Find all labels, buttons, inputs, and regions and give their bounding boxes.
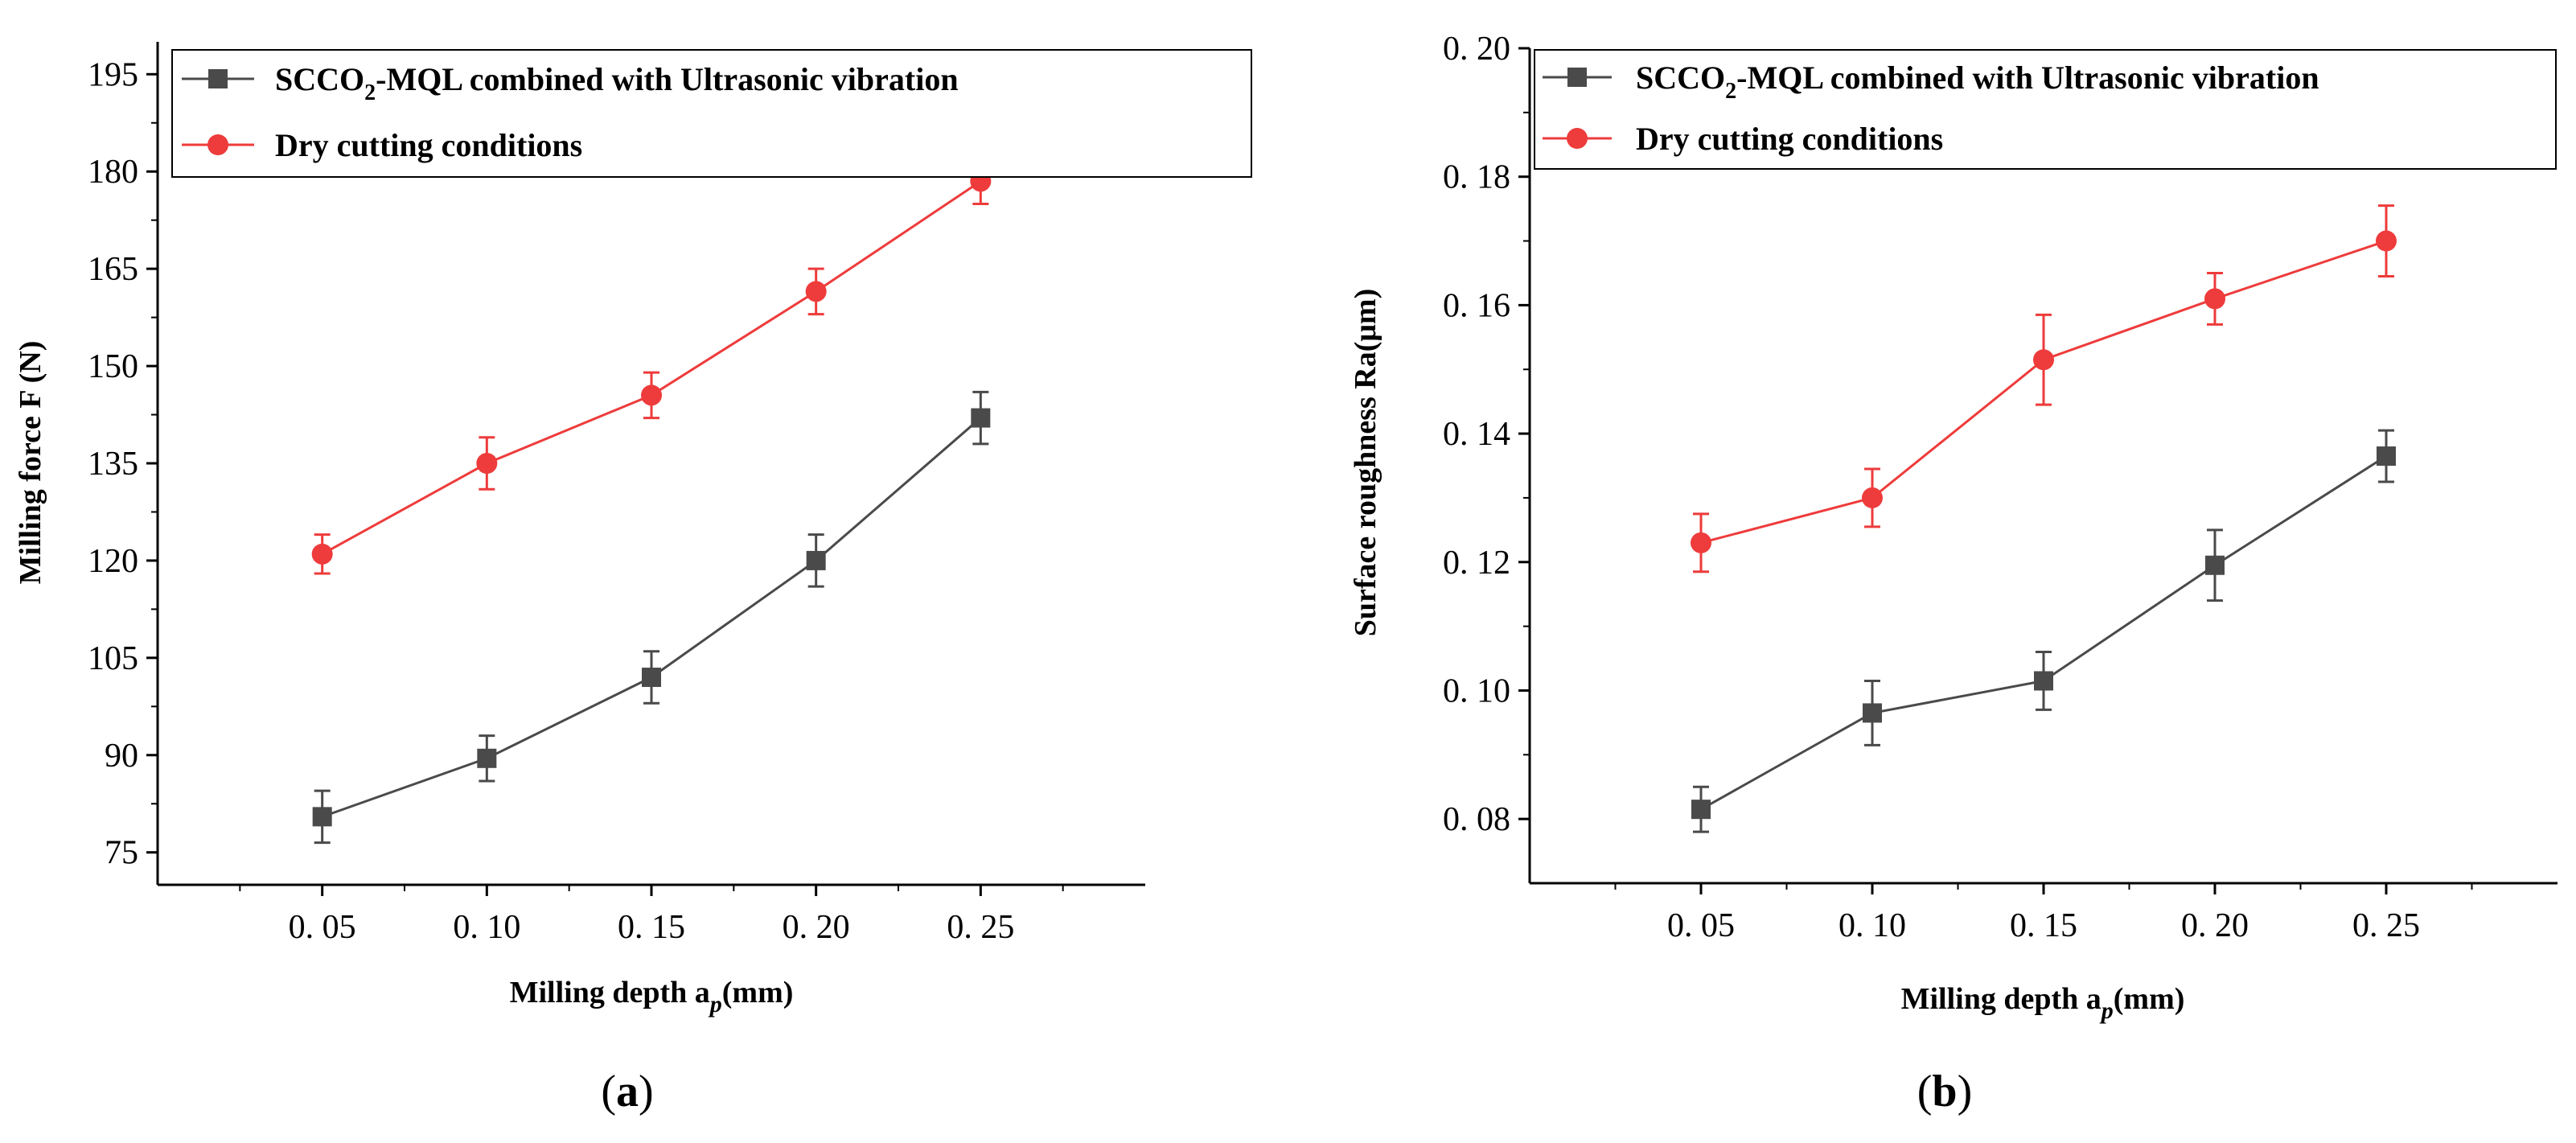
chart-a-ytick-label: 195 [88,56,138,93]
chart-a-legend: SCCO2-MQL combined with Ultrasonic vibra… [171,49,1252,178]
chart-a-legend-marker-1 [207,134,228,155]
chart-a-series-1-point [311,543,333,565]
chart-b-legend-label-0: SCCO2-MQL combined with Ultrasonic vibra… [1636,60,2319,104]
chart-b-ytick-label: 0. 12 [1443,545,1510,582]
chart-b-series-1-point [2376,230,2397,252]
chart-b-series-0-line [1700,454,2387,811]
chart-a-ytick-label: 120 [88,543,138,580]
chart-b-series-1-point [2204,288,2225,310]
chart-b-series-0-point [1691,800,1711,820]
chart-b-legend-marker-1 [1567,128,1588,149]
chart-b-series-1-point [1862,487,1883,508]
chart-a-series-0-point [477,748,497,768]
chart-a-panel-label: (a) [601,1067,653,1116]
chart-a-xtick-label: 0. 20 [783,909,850,946]
chart-a-legend-box [171,49,1252,178]
chart-a-x-ticks: 0. 05 0. 10 0. 15 0. 20 0. 25 [239,885,1064,946]
chart-a-ytick-label: 165 [88,251,138,288]
chart-b-ytick-label: 0. 14 [1443,416,1510,453]
chart-a-xtick-label: 0. 15 [618,909,685,946]
chart-a-ytick-label: 150 [88,348,138,385]
chart-b-series-0-point [2205,555,2225,575]
chart-b-panel-label: (b) [1917,1067,1972,1116]
chart-a-legend-label-1: Dry cutting conditions [275,127,582,163]
chart-a-legend-marker-0 [208,69,228,88]
chart-a-ylabel: Milling force F (N) [14,341,47,585]
chart-b-series-0-point [2377,446,2396,467]
chart-a-ytick-label: 135 [88,446,138,483]
chart-b: 0. 08 0. 10 0. 12 0. 14 0. 16 0. 18 0. 20 0. 0… [1349,31,2558,1116]
chart-a-series-0-line [322,417,982,818]
chart-b-xtick-label: 0. 25 [2352,907,2420,944]
chart-b-xtick-label: 0. 10 [1839,907,1906,944]
chart-b-series-0-point [2034,671,2053,691]
chart-b-ytick-label: 0. 16 [1443,287,1510,324]
chart-b-series-1-point [2033,349,2054,371]
chart-b-legend-label-1: Dry cutting conditions [1636,121,1943,157]
chart-b-xtick-label: 0. 05 [1667,907,1735,944]
chart-b-y-ticks: 0. 08 0. 10 0. 12 0. 14 0. 16 0. 18 0. 20 [1443,31,1530,838]
chart-b-legend-marker-0 [1567,68,1587,87]
chart-b-xtick-label: 0. 20 [2181,907,2249,944]
chart-a-xtick-label: 0. 25 [947,909,1014,946]
chart-a-series-1-point [805,281,827,302]
chart-b-xlabel: Milling depth ap(mm) [1901,982,2185,1024]
chart-a-ytick-label: 105 [88,640,138,677]
chart-b-x-ticks: 0. 05 0. 10 0. 15 0. 20 0. 25 [1614,883,2473,944]
chart-b-ytick-label: 0. 08 [1443,801,1510,838]
chart-a-xtick-label: 0. 10 [453,909,520,946]
chart-a-series-0-point [312,807,332,827]
chart-a-series-0-point [806,550,826,570]
chart-b-series-0-point [1863,703,1882,723]
chart-a-series-1-point [476,453,498,474]
chart-a-ytick-label: 75 [105,835,138,872]
chart-b-ytick-label: 0. 18 [1443,159,1510,196]
chart-a-series [311,157,992,845]
chart-a-xtick-label: 0. 05 [289,909,356,946]
chart-a-series-0-point [642,668,661,688]
chart-b-xtick-label: 0. 15 [2010,907,2077,944]
chart-a-series-1-line [321,180,982,556]
chart-a-legend-label-0: SCCO2-MQL combined with Ultrasonic vibra… [275,61,959,105]
chart-a-series-1-point [641,384,662,406]
chart-b-ylabel: Surface roughness Ra(μm) [1349,289,1382,637]
chart-b-legend: SCCO2-MQL combined with Ultrasonic vibra… [1534,49,2557,170]
chart-a-ytick-label: 180 [88,154,138,191]
chart-b-legend-box [1534,49,2557,170]
chart-b-series [1691,204,2397,833]
chart-b-ytick-label: 0. 20 [1443,31,1510,68]
chart-b-ytick-label: 0. 10 [1443,672,1510,709]
chart-a-xlabel: Milling depth ap(mm) [510,976,794,1018]
chart-a-series-0-point [971,408,991,428]
chart-b-series-1-point [1691,532,1711,553]
chart-a: 75 90 105 120 135 150 165 180 195 0. 05 0. 10 0. 1… [14,42,1252,1116]
chart-a-ytick-label: 90 [105,738,138,775]
chart-a-y-ticks: 75 90 105 120 135 150 165 180 195 [88,56,158,872]
